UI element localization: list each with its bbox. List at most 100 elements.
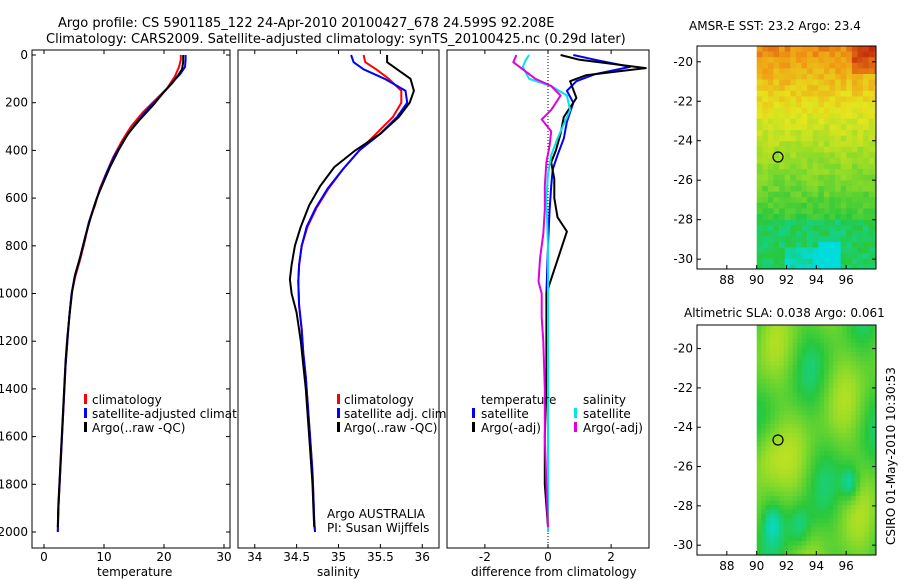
heatmap-cell	[851, 146, 858, 153]
heatmap-cell	[868, 197, 875, 204]
heatmap-cell	[765, 401, 771, 407]
heatmap-cell	[783, 388, 789, 393]
heatmap-cell	[828, 352, 834, 357]
heatmap-cell	[863, 107, 869, 114]
heatmap-cell	[846, 74, 853, 80]
heatmap-cell	[829, 152, 836, 159]
heatmap-cell	[795, 247, 802, 254]
heatmap-cell	[874, 180, 877, 187]
heatmap-cell	[857, 85, 864, 92]
heatmap-cell	[823, 96, 830, 103]
heatmap-cell	[792, 442, 798, 447]
heatmap-cell	[874, 102, 877, 108]
heatmap-cell	[855, 347, 861, 353]
heatmap-cell	[807, 225, 813, 232]
heatmap-cell	[869, 518, 874, 524]
heatmap-cell	[779, 392, 784, 398]
heatmap-cell	[819, 518, 825, 524]
heatmap-cell	[818, 113, 825, 120]
heatmap-cell	[815, 374, 820, 380]
heatmap-cell	[779, 107, 785, 114]
heatmap-cell	[864, 415, 870, 420]
x-tick-label: 92	[779, 559, 794, 573]
heatmap-cell	[773, 74, 780, 80]
heatmap-cell	[801, 124, 808, 131]
heatmap-cell	[815, 505, 820, 510]
heatmap-cell	[860, 460, 865, 465]
heatmap-cell	[756, 325, 762, 330]
heatmap-cell	[761, 442, 766, 447]
heatmap-cell	[792, 325, 798, 330]
heatmap-cell	[824, 505, 829, 510]
heatmap-cell	[790, 197, 797, 204]
heatmap-cell	[779, 208, 785, 215]
heatmap-cell	[762, 102, 769, 108]
heatmap-cell	[807, 197, 813, 204]
heatmap-cell	[765, 383, 771, 389]
series-line-salinity-argo-adj-	[512, 54, 562, 528]
heatmap-cell	[864, 518, 870, 524]
heatmap-cell	[773, 130, 780, 136]
heatmap-cell	[770, 401, 775, 407]
heatmap-cell	[756, 152, 763, 159]
heatmap-cell	[770, 392, 775, 398]
heatmap-cell	[774, 469, 780, 474]
heatmap-cell	[790, 124, 797, 131]
heatmap-cell	[846, 514, 852, 519]
heatmap-cell	[761, 464, 766, 470]
heatmap-cell	[779, 46, 785, 52]
heatmap-cell	[837, 374, 843, 380]
heatmap-cell	[812, 152, 819, 159]
heatmap-cell	[864, 361, 870, 366]
heatmap-cell	[851, 107, 858, 114]
heatmap-cell	[857, 102, 864, 108]
heatmap-cell	[801, 500, 807, 506]
heatmap-cell	[783, 383, 789, 389]
heatmap-cell	[864, 478, 870, 483]
heatmap-cell	[835, 152, 841, 159]
heatmap-cell	[864, 464, 870, 470]
heatmap-cell	[765, 505, 771, 510]
y-tick-label: -28	[673, 213, 693, 227]
heatmap-cell	[835, 197, 841, 204]
heatmap-cell	[846, 401, 852, 407]
heatmap-cell	[774, 356, 780, 362]
heatmap-cell	[812, 186, 819, 192]
heatmap-cell	[797, 347, 802, 353]
heatmap-cell	[868, 102, 875, 108]
heatmap-cell	[873, 487, 877, 492]
heatmap-cell	[868, 85, 875, 92]
heatmap-cell	[828, 383, 834, 389]
legend-swatch-sal-argo	[574, 422, 577, 432]
heatmap-cell	[869, 523, 874, 528]
heatmap-cell	[788, 329, 793, 335]
heatmap-cell	[792, 329, 798, 335]
heatmap-cell	[795, 102, 802, 108]
heatmap-cell	[818, 208, 825, 215]
heatmap-cell	[756, 442, 762, 447]
heatmap-cell	[846, 509, 852, 515]
heatmap-cell	[779, 225, 785, 232]
heatmap-cell	[810, 514, 816, 519]
heatmap-cell	[815, 545, 820, 551]
heatmap-cell	[812, 180, 819, 187]
heatmap-cell	[837, 433, 843, 438]
heatmap-cell	[815, 361, 820, 366]
heatmap-cell	[833, 446, 838, 452]
heatmap-cell	[788, 433, 793, 438]
heatmap-cell	[806, 392, 811, 398]
heatmap-cell	[806, 491, 811, 497]
heatmap-cell	[873, 347, 877, 353]
legend-label-satellite: satellite adj. clim.	[344, 407, 450, 421]
heatmap-cell	[873, 451, 877, 456]
heatmap-cell	[842, 500, 847, 506]
heatmap-cell	[818, 180, 825, 187]
heatmap-cell	[783, 338, 789, 344]
heatmap-cell	[761, 361, 766, 366]
heatmap-cell	[824, 424, 829, 429]
heatmap-cell	[756, 550, 762, 555]
heatmap-cell	[855, 383, 861, 389]
heatmap-cell	[774, 338, 780, 344]
heatmap-cell	[855, 464, 861, 470]
heatmap-cell	[756, 68, 763, 75]
